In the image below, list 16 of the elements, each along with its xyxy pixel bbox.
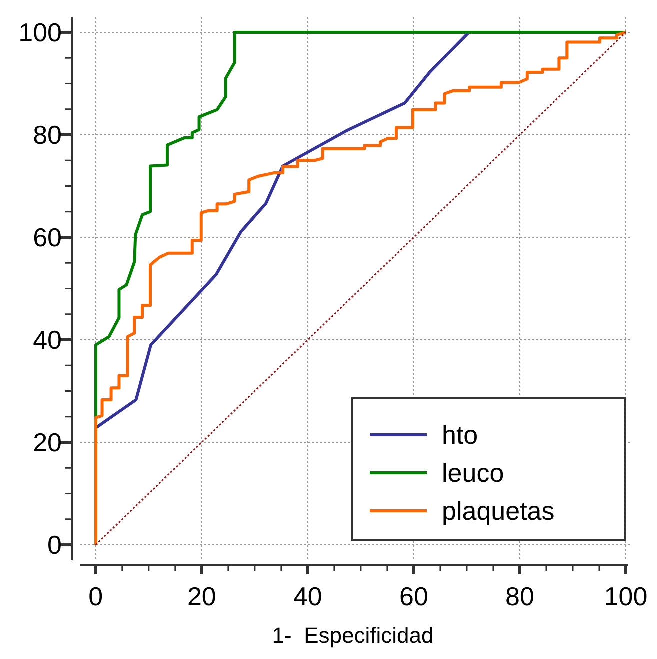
x-tick-label: 100	[604, 581, 648, 612]
y-tick-label: 100	[18, 17, 62, 48]
y-tick-label: 20	[33, 428, 62, 458]
y-tick-label: 40	[33, 325, 62, 356]
y-tick-label: 80	[33, 120, 62, 150]
x-axis-title: 1- Especificidad	[272, 623, 434, 648]
x-tick-label: 0	[88, 581, 104, 612]
x-tick-label: 60	[400, 581, 428, 612]
x-tick-label: 40	[293, 581, 322, 612]
legend-label: plaquetas	[442, 496, 555, 526]
legend-label: hto	[442, 420, 478, 450]
y-tick-label: 0	[48, 530, 62, 560]
x-tick-label: 80	[506, 581, 534, 612]
x-tick-label: 20	[187, 581, 216, 612]
legend-label: leuco	[442, 458, 504, 488]
y-tick-label: 60	[33, 222, 62, 252]
